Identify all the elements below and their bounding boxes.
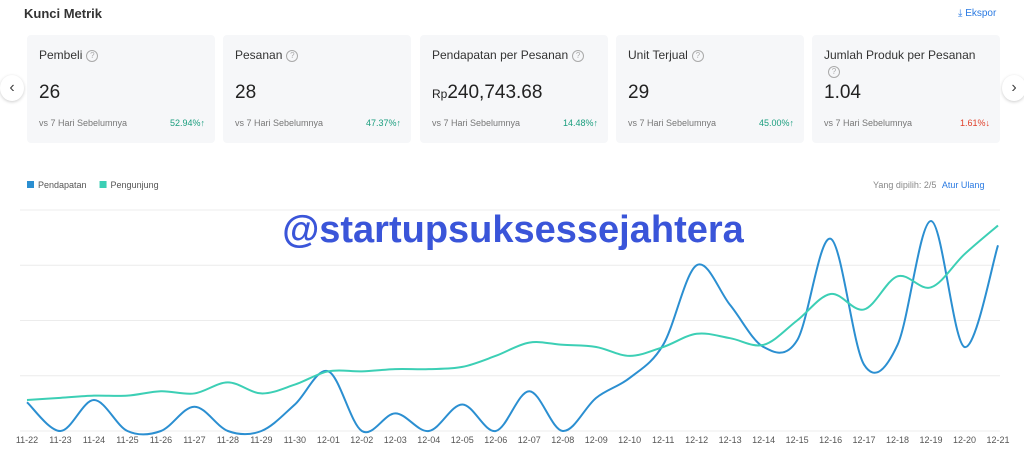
metric-change: 1.61%↓ [959,118,990,128]
x-tick-label: 12-12 [685,435,708,445]
x-tick-label: 12-04 [417,435,440,445]
help-icon[interactable]: ? [286,49,299,62]
metric-change: 14.48%↑ [562,118,598,128]
metric-number: 28 [235,82,257,103]
watermark: @startupsuksessejahtera [282,209,744,251]
x-tick-label: 12-14 [752,435,775,445]
x-tick-label: 12-15 [786,435,809,445]
metric-card[interactable]: Jumlah Produk per Pesanan? 1.04 vs 7 Har… [812,35,1000,143]
help-icon[interactable]: ? [572,49,585,62]
series-line [26,220,999,436]
x-tick-label: 12-11 [652,435,674,445]
x-tick-label: 12-08 [551,435,574,445]
metric-value: 29 [628,82,649,104]
x-tick-label: 11-25 [116,435,138,445]
x-tick-label: 12-13 [719,435,742,445]
x-tick-label: 11-26 [150,435,172,445]
metric-title-text: Unit Terjual [628,48,688,62]
metric-number: 26 [39,82,61,103]
metric-compare: vs 7 Hari Sebelumnya [39,118,128,128]
selection-count: 2/5 [923,180,937,190]
x-tick-label: 12-18 [886,435,909,445]
x-tick-label: 11-23 [49,435,71,445]
metric-value: 1.04 [824,82,861,104]
metric-change-text: 52.94% [169,118,201,128]
x-tick-label: 11-27 [183,435,205,445]
metric-title: Pendapatan per Pesanan? [432,47,597,63]
x-tick-label: 12-17 [853,435,876,445]
x-tick-label: 12-05 [451,435,474,445]
x-tick-label: 12-10 [618,435,641,445]
x-tick-label: 12-20 [953,435,976,445]
metric-change-text: 47.37% [365,118,397,128]
metric-title: Jumlah Produk per Pesanan? [824,47,989,79]
metric-title-text: Pembeli [39,48,83,62]
x-tick-label: 12-07 [518,435,541,445]
export-label[interactable]: Ekspor [965,8,997,19]
metric-change-text: 14.48% [562,118,594,128]
metric-value: 26 [39,82,60,104]
metric-change: 52.94%↑ [169,118,205,128]
x-tick-label: 12-03 [384,435,407,445]
metric-title-text: Jumlah Produk per Pesanan [824,48,976,62]
metric-compare: vs 7 Hari Sebelumnya [824,118,913,128]
help-icon[interactable]: ? [828,65,840,78]
metric-title-text: Pendapatan per Pesanan [432,48,569,62]
metric-title: Pembeli? [39,47,204,63]
metric-value: 28 [235,82,256,104]
x-tick-label: 11-29 [250,435,272,445]
x-tick-label: 11-28 [217,435,239,445]
metric-change-text: 1.61% [959,118,986,128]
metric-change: 45.00%↑ [758,118,794,128]
x-tick-label: 12-01 [317,435,340,445]
x-tick-label: 12-21 [986,435,1009,445]
legend-swatch [99,181,107,188]
x-tick-label: 11-24 [83,435,105,445]
help-icon[interactable]: ? [691,49,704,62]
reset-link[interactable]: Atur Ulang [941,180,985,190]
metric-card[interactable]: Pendapatan per Pesanan? Rp240,743.68 vs … [420,35,608,143]
metric-card[interactable]: Unit Terjual? 29 vs 7 Hari Sebelumnya 45… [616,35,804,143]
metric-compare: vs 7 Hari Sebelumnya [235,118,324,128]
selection: Yang dipilih: 2/5 Atur Ulang [873,180,984,190]
metric-number: 29 [628,82,650,103]
metric-card[interactable]: Pembeli? 26 vs 7 Hari Sebelumnya 52.94%↑ [27,35,215,143]
selection-label: Yang dipilih: [873,180,922,190]
prev-button[interactable]: ‹ [0,75,24,101]
x-tick-label: 11-22 [16,435,38,445]
x-tick-label: 12-16 [819,435,842,445]
legend-swatch [27,181,34,188]
section-title: Kunci Metrik [24,6,103,21]
metric-value: Rp240,743.68 [432,82,542,104]
metric-number: 240,743.68 [447,82,543,103]
metric-change-text: 45.00% [758,118,790,128]
x-tick-label: 11-30 [284,435,306,445]
legend-label: Pendapatan [38,180,87,190]
metric-compare: vs 7 Hari Sebelumnya [628,118,717,128]
next-button[interactable]: › [1002,75,1024,101]
metric-card[interactable]: Pesanan? 28 vs 7 Hari Sebelumnya 47.37%↑ [223,35,411,143]
x-tick-label: 12-06 [484,435,507,445]
metric-title: Unit Terjual? [628,47,793,63]
legend-label: Pengunjung [111,180,159,190]
metric-title-text: Pesanan [235,48,283,62]
series-line [26,224,999,402]
currency: Rp [432,87,448,101]
metric-compare: vs 7 Hari Sebelumnya [432,118,521,128]
x-tick-label: 12-19 [920,435,943,445]
metric-title: Pesanan? [235,47,400,63]
export-button[interactable]: ⤓ Ekspor [958,8,997,19]
x-tick-label: 12-09 [585,435,608,445]
metric-change: 47.37%↑ [365,118,401,128]
metric-number: 1.04 [824,82,861,103]
help-icon[interactable]: ? [86,49,99,62]
x-tick-label: 12-02 [350,435,373,445]
